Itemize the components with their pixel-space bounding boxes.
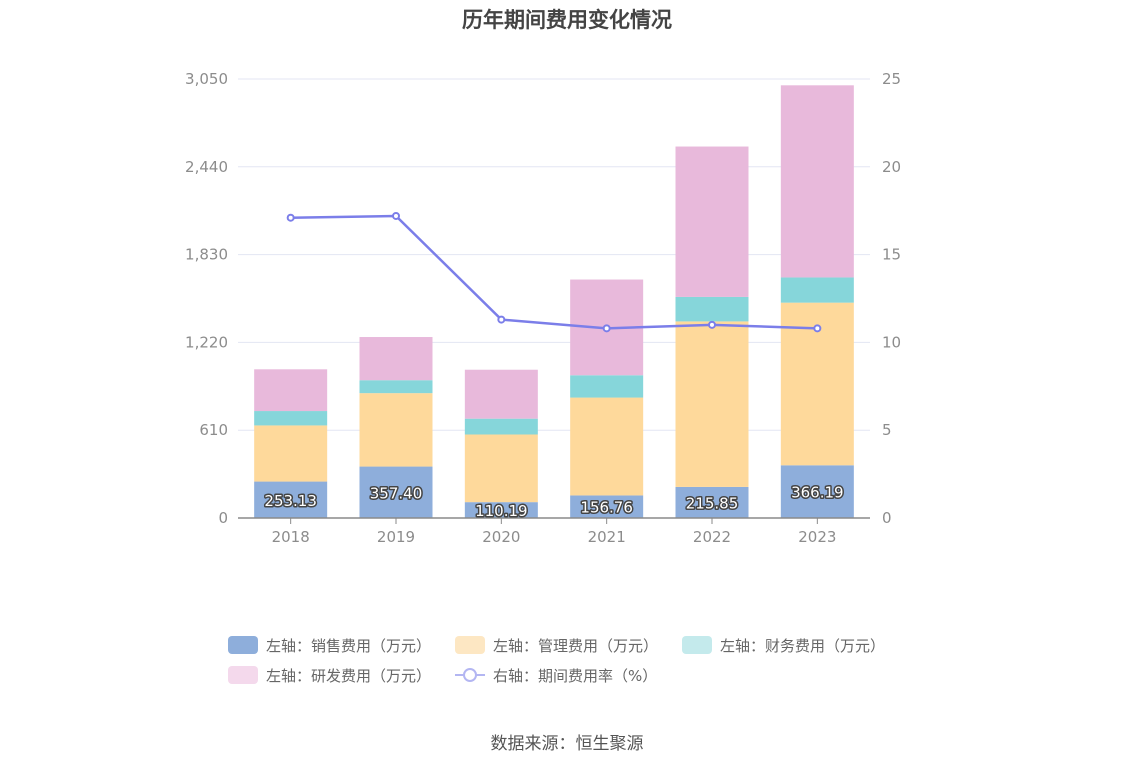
bar-rnd-2019 (359, 337, 433, 381)
data-source: 数据来源：恒生聚源 (490, 734, 644, 754)
left-axis-tick-label: 0 (218, 509, 228, 527)
left-axis-tick-label: 2,440 (185, 158, 228, 176)
bar-admin-2019 (359, 393, 433, 467)
legend-swatch-admin (455, 636, 486, 654)
legend-item-rnd[interactable]: 左轴：研发费用（万元） (228, 665, 431, 686)
data-label-sales-2020: 110.19 (475, 502, 528, 520)
right-axis-tick-label: 0 (882, 509, 892, 527)
legend-label-finance: 左轴：财务费用（万元） (720, 636, 886, 655)
legend-swatch-sales (228, 636, 258, 654)
bar-rnd-2018 (254, 369, 328, 412)
bar-rnd-2023 (780, 85, 854, 278)
legend-label-admin: 左轴：管理费用（万元） (493, 636, 659, 655)
bar-rnd-2022 (675, 146, 749, 297)
x-axis-tick-label: 2021 (588, 528, 626, 546)
rate-line-path (290, 214, 818, 330)
bar-admin-2018 (254, 425, 328, 482)
data-label-sales-2022: 215.85 (686, 494, 739, 512)
bar-sales-2020 (464, 502, 538, 518)
legend: 左轴：销售费用（万元） 左轴：管理费用（万元） 左轴：财务费用（万元） 左轴：研… (228, 630, 928, 690)
bar-admin-2020 (464, 434, 538, 503)
data-labels: 253.13 357.40 110.19 156.76 215.85 366.19 (263, 482, 845, 521)
axes: 0 610 1,220 1,830 2,440 3,050 0 5 10 15 20 25 2018 20… (185, 70, 901, 546)
chart-plot: 0 610 1,220 1,830 2,440 3,050 0 5 10 15 20 25 2018 20… (185, 70, 901, 546)
data-label-sales-2019: 357.40 (370, 484, 423, 502)
bar-finance-2022 (675, 296, 749, 322)
legend-line-marker-icon (455, 666, 486, 684)
bar-sales-2023 (780, 465, 854, 518)
legend-label-sales: 左轴：销售费用（万元） (266, 636, 432, 655)
left-axis-tick-label: 3,050 (185, 70, 228, 88)
data-label-sales-2018: 253.13 (264, 492, 317, 510)
legend-label-rnd: 左轴：研发费用（万元） (266, 666, 432, 685)
bar-sales-2019 (359, 466, 433, 518)
bar-sales-2021 (570, 495, 644, 518)
right-axis-tick-label: 5 (882, 421, 892, 439)
x-axis-tick-label: 2023 (798, 528, 836, 546)
x-axis-tick-label: 2019 (377, 528, 415, 546)
bar-finance-2021 (570, 375, 644, 398)
bar-admin-2021 (570, 397, 644, 496)
grid-lines (238, 78, 870, 431)
legend-item-rate[interactable]: 右轴：期间费用率（%） (455, 665, 657, 686)
legend-item-sales[interactable]: 左轴：销售费用（万元） (228, 635, 431, 656)
right-axis-tick-label: 15 (882, 246, 901, 264)
legend-item-admin[interactable]: 左轴：管理费用（万元） (455, 635, 658, 656)
x-axis-tick-label: 2022 (693, 528, 731, 546)
bar-finance-2020 (464, 418, 538, 435)
bar-sales-2018 (254, 481, 328, 518)
bar-rnd-2020 (464, 369, 538, 419)
legend-row-1: 左轴：销售费用（万元） 左轴：管理费用（万元） 左轴：财务费用（万元） (228, 630, 928, 660)
data-label-sales-2023: 366.19 (791, 484, 844, 502)
x-axis-tick-label: 2018 (272, 528, 310, 546)
bar-admin-2022 (675, 321, 749, 487)
rate-point-2020 (497, 315, 506, 324)
left-axis-tick-label: 610 (199, 421, 228, 439)
left-axis-tick-label: 1,220 (185, 333, 228, 351)
legend-row-2: 左轴：研发费用（万元） 右轴：期间费用率（%） (228, 660, 928, 690)
legend-item-finance[interactable]: 左轴：财务费用（万元） (682, 635, 885, 656)
legend-label-rate: 右轴：期间费用率（%） (493, 666, 658, 685)
bar-finance-2023 (780, 277, 854, 303)
rate-point-2022 (708, 320, 716, 329)
bar-stacks (254, 85, 854, 518)
legend-swatch-rnd (228, 666, 258, 684)
rate-point-2023 (813, 324, 822, 333)
x-axis-tick-label: 2020 (482, 528, 520, 546)
legend-swatch-finance (682, 636, 713, 654)
chart-title: 历年期间费用变化情况 (462, 8, 672, 32)
rate-point-2021 (602, 324, 611, 333)
data-label-sales-2021: 156.76 (580, 499, 633, 517)
rate-point-2019 (392, 211, 400, 220)
expense-rate-line (286, 211, 822, 333)
right-axis-tick-label: 10 (882, 333, 901, 351)
right-axis-tick-label: 25 (882, 70, 901, 88)
right-axis-tick-label: 20 (882, 158, 901, 176)
bar-finance-2019 (359, 380, 433, 394)
left-axis-tick-label: 1,830 (185, 246, 228, 264)
bar-sales-2022 (675, 486, 749, 518)
rate-point-2018 (286, 213, 295, 222)
bar-finance-2018 (254, 411, 328, 426)
